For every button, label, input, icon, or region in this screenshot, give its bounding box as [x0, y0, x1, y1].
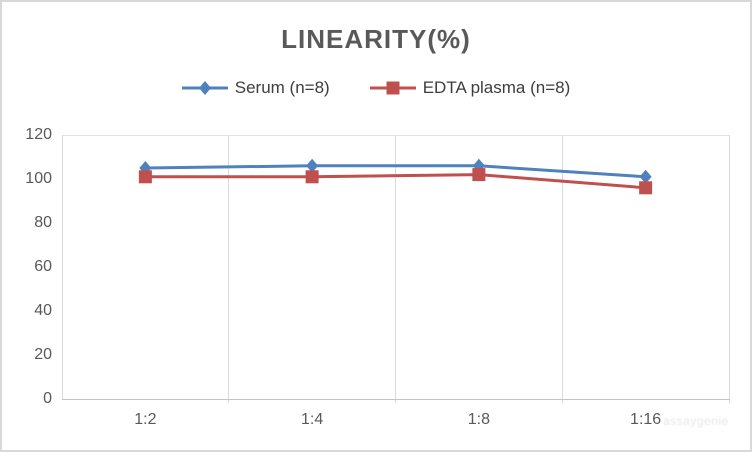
y-tick-label: 100	[25, 170, 52, 187]
diamond-marker	[639, 169, 652, 184]
diamond-marker	[306, 158, 319, 173]
vertical-gridline	[228, 135, 230, 403]
legend: Serum (n=8) EDTA plasma (n=8)	[2, 78, 750, 98]
y-tick-label: 120	[25, 126, 52, 143]
y-tick-label: 60	[34, 258, 52, 275]
y-tick-label: 20	[34, 346, 52, 363]
square-marker	[639, 181, 653, 195]
legend-sample-square-icon	[369, 81, 416, 95]
diamond-marker	[139, 161, 152, 175]
vertical-gridline	[561, 135, 563, 403]
watermark: assaygenie	[663, 414, 729, 428]
x-axis-line	[62, 399, 730, 400]
x-tick-label: 1:16	[630, 411, 662, 428]
legend-label: EDTA plasma (n=8)	[422, 78, 571, 97]
square-marker	[138, 170, 152, 184]
legend-item: EDTA plasma (n=8)	[369, 78, 571, 98]
legend-label: Serum (n=8)	[234, 78, 330, 97]
square-marker	[386, 81, 400, 95]
square-marker	[305, 170, 319, 184]
top-gridline	[62, 135, 729, 136]
y-tick-label: 40	[34, 302, 52, 319]
square-marker	[472, 168, 486, 182]
legend-sample-diamond-icon	[181, 81, 228, 95]
x-tick-label: 1:8	[467, 411, 490, 428]
vertical-gridline	[728, 135, 730, 403]
y-tick-label: 0	[43, 390, 52, 407]
vertical-gridline	[395, 135, 396, 403]
diamond-marker	[472, 158, 485, 173]
y-axis-line	[62, 135, 63, 399]
x-tick-label: 1:2	[134, 411, 157, 428]
y-tick-label: 80	[34, 214, 52, 231]
diamond-marker	[198, 81, 211, 95]
legend-item: Serum (n=8)	[181, 78, 330, 98]
chart-title: LINEARITY(%)	[281, 24, 471, 54]
plot-area	[62, 135, 730, 403]
x-tick-label: 1:4	[301, 411, 324, 428]
